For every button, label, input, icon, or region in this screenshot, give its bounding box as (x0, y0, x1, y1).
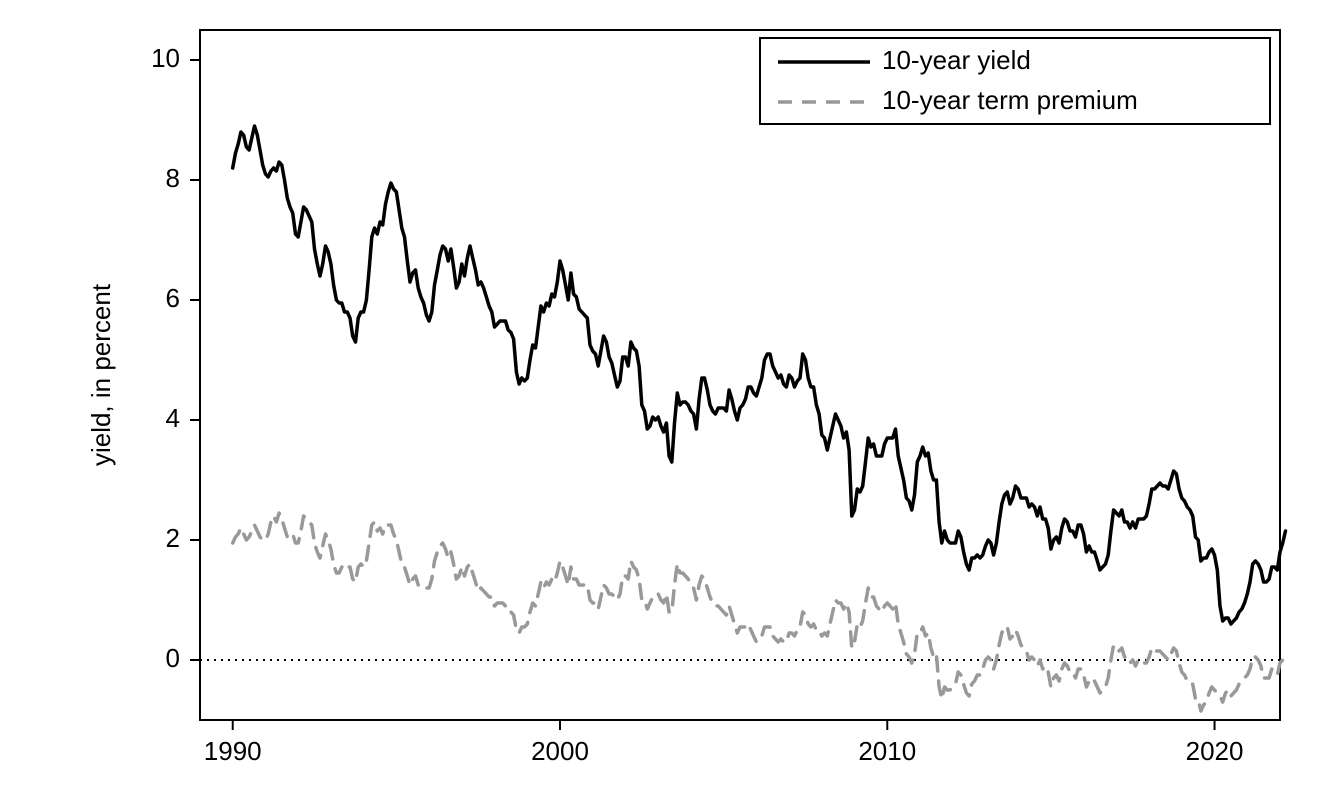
y-tick-label: 6 (166, 283, 180, 313)
y-tick-label: 8 (166, 163, 180, 193)
y-axis-label: yield, in percent (86, 283, 116, 466)
x-tick-label: 2010 (858, 736, 916, 766)
line-chart: 0 2 4 6 8 10 1990 2000 2010 2020 yield, in percent… (0, 0, 1344, 806)
y-tick-label: 10 (151, 43, 180, 73)
legend-label: 10-year term premium (882, 85, 1138, 115)
series-term-premium (233, 513, 1286, 711)
x-tick-label: 2020 (1186, 736, 1244, 766)
legend-label: 10-year yield (882, 45, 1031, 75)
chart-container: 0 2 4 6 8 10 1990 2000 2010 2020 yield, in percent… (0, 0, 1344, 806)
series-yield (233, 126, 1286, 624)
x-tick-label: 2000 (531, 736, 589, 766)
x-tick-label: 1990 (204, 736, 262, 766)
y-tick-label: 2 (166, 523, 180, 553)
y-tick-label: 0 (166, 643, 180, 673)
y-tick-label: 4 (166, 403, 180, 433)
